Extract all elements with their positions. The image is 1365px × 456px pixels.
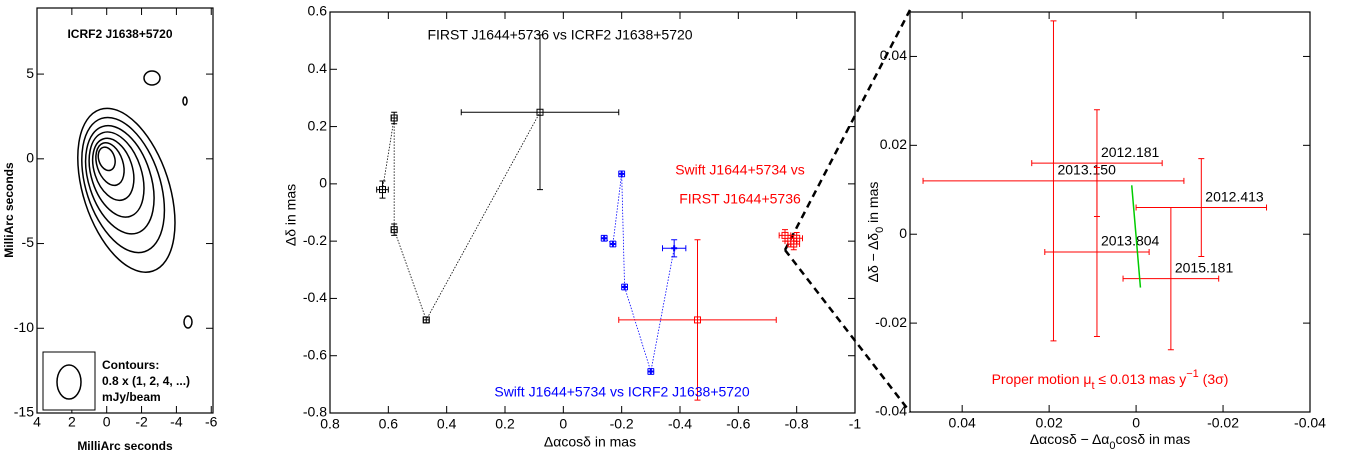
text-part: Δαcosδ − Δα xyxy=(1030,431,1110,447)
point xyxy=(619,171,625,177)
y-tick-label: 0 xyxy=(26,150,34,166)
text-part: (3σ) xyxy=(1199,371,1229,387)
y-tick-label: 0 xyxy=(899,225,907,241)
x-tick-label: -4 xyxy=(170,414,183,430)
series-line xyxy=(604,174,674,372)
annotation: Swift J1644+5734 vs xyxy=(675,162,805,178)
x-tick-label: -2 xyxy=(135,414,148,430)
y-tick-label: 0.04 xyxy=(880,47,907,63)
y-tick-label: -5 xyxy=(22,234,35,250)
y-tick-label: -10 xyxy=(14,319,34,335)
y-axis-label: Δδ in mas xyxy=(283,184,299,246)
legend-text: Contours: xyxy=(102,358,159,372)
point-label: 2015.181 xyxy=(1175,259,1234,275)
x-axis-label: Δαcosδ in mas xyxy=(544,434,636,450)
y-tick-label: -0.4 xyxy=(303,289,327,305)
x-tick-label: 0 xyxy=(103,414,111,430)
x-tick-label: -0.8 xyxy=(785,416,809,432)
y-tick-label: -15 xyxy=(14,404,34,420)
plot-frame xyxy=(910,12,1310,412)
contour xyxy=(183,97,187,105)
x-tick-label: -0.2 xyxy=(610,416,634,432)
x-tick-label: 0.2 xyxy=(495,416,515,432)
point-label: 2013.804 xyxy=(1101,233,1160,249)
contour xyxy=(95,145,118,173)
point-label: 2012.181 xyxy=(1101,144,1160,160)
x-tick-label: -0.6 xyxy=(726,416,750,432)
x-tick-label: 0.6 xyxy=(379,416,399,432)
x-axis-label: Δαcosδ − Δα0cosδ in mas xyxy=(1030,431,1190,452)
y-tick-label: -0.02 xyxy=(875,314,907,330)
point xyxy=(622,284,628,290)
point-label: 2012.413 xyxy=(1205,188,1264,204)
contour xyxy=(79,125,154,224)
annotation: Swift J1644+5734 vs ICRF2 J1638+5720 xyxy=(494,384,749,400)
annotation: FIRST J1644+5736 xyxy=(679,191,801,207)
text-part: in mas xyxy=(865,182,881,227)
y-axis-label: Δδ − Δδ0 in mas xyxy=(865,182,886,283)
plot-frame xyxy=(330,12,855,413)
text-part: cosδ in mas xyxy=(1116,431,1191,447)
contour xyxy=(91,139,129,189)
figure: 420-2-4-650-5-10-15ICRF2 J1638+5720Milli… xyxy=(0,0,1365,456)
text-part: −1 xyxy=(1186,368,1199,380)
x-tick-label: -0.04 xyxy=(1294,415,1326,431)
y-tick-label: -0.8 xyxy=(303,404,327,420)
chart-title: ICRF2 J1638+5720 xyxy=(67,27,172,41)
y-tick-label: -0.6 xyxy=(303,346,327,362)
contour xyxy=(144,71,160,85)
x-tick-label: -0.4 xyxy=(668,416,692,432)
x-tick-label: 0 xyxy=(559,416,567,432)
x-tick-label: -6 xyxy=(205,414,218,430)
x-tick-label: 0 xyxy=(1132,415,1140,431)
y-tick-label: 0.02 xyxy=(880,136,907,152)
y-tick-label: 0.6 xyxy=(308,3,328,19)
x-tick-label: 4 xyxy=(33,414,41,430)
x-tick-label: -1 xyxy=(849,416,862,432)
zoom-line xyxy=(785,250,910,412)
x-tick-label: 0.4 xyxy=(437,416,457,432)
y-tick-label: 0.4 xyxy=(308,60,328,76)
y-tick-label: 0 xyxy=(319,175,327,191)
annotation: FIRST J1644+5736 vs ICRF2 J1638+5720 xyxy=(427,27,692,43)
text-part: Proper motion μ xyxy=(992,371,1092,387)
x-tick-label: 2 xyxy=(68,414,76,430)
point xyxy=(648,368,654,374)
y-tick-label: 5 xyxy=(26,65,34,81)
point xyxy=(671,245,677,251)
series-line xyxy=(383,112,541,320)
annotation: Proper motion μt ≤ 0.013 mas y−1 (3σ) xyxy=(992,368,1229,392)
y-tick-label: -0.04 xyxy=(875,403,907,419)
x-tick-label: 0.04 xyxy=(949,415,976,431)
x-tick-label: 0.02 xyxy=(1036,415,1063,431)
contour xyxy=(184,316,192,328)
legend-text: mJy/beam xyxy=(102,390,161,404)
legend-text: 0.8 x (1, 2, 4, ...) xyxy=(102,374,190,388)
x-axis-label: MilliArc seconds xyxy=(77,439,173,453)
y-tick-label: -0.2 xyxy=(303,232,327,248)
legend-box xyxy=(43,352,95,410)
y-axis-label: MilliArc seconds xyxy=(2,162,16,258)
zoom-line xyxy=(785,10,910,250)
point xyxy=(601,235,607,241)
y-tick-label: 0.2 xyxy=(308,117,328,133)
point-label: 2013.150 xyxy=(1057,162,1116,178)
point xyxy=(610,241,616,247)
text-part: ≤ 0.013 mas y xyxy=(1095,371,1187,387)
text-part: Δδ − Δδ xyxy=(865,233,881,283)
x-tick-label: -0.02 xyxy=(1207,415,1239,431)
